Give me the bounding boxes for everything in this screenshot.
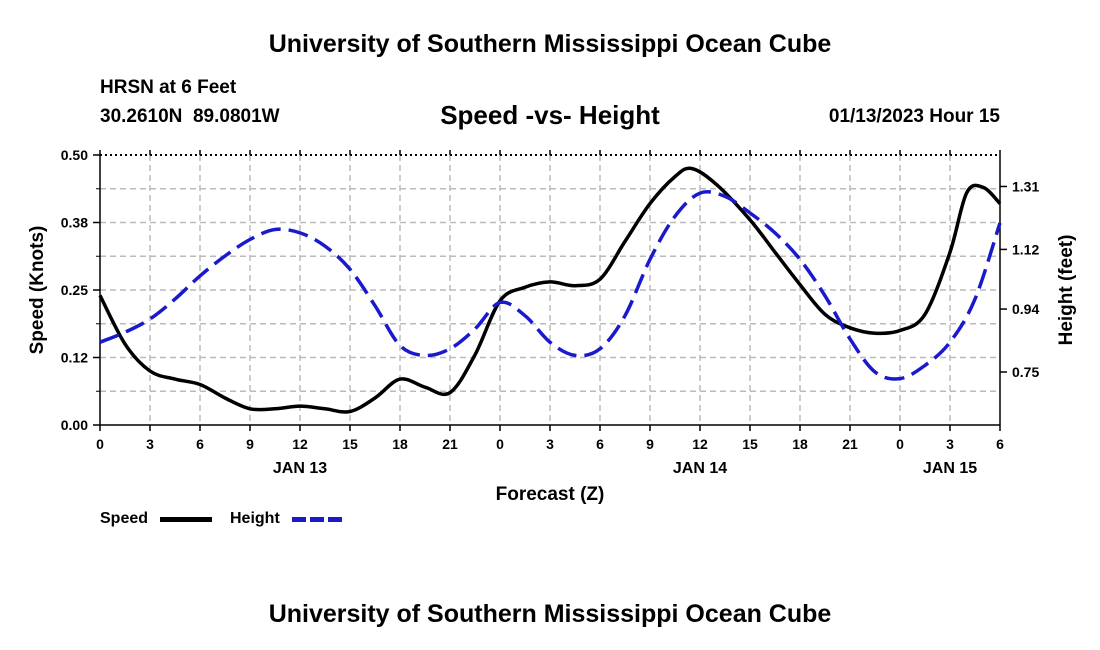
x-tick-label: 0 <box>96 436 104 452</box>
y-right-tick-label: 1.31 <box>1012 178 1039 194</box>
x-tick-label: 3 <box>146 436 154 452</box>
x-tick-label: 15 <box>342 436 358 452</box>
y-right-tick-label: 0.75 <box>1012 364 1039 380</box>
series-group <box>98 166 1002 414</box>
footer-title: University of Southern Mississippi Ocean… <box>268 600 832 628</box>
y-left-tick-label: 0.25 <box>61 282 88 298</box>
y-right-tick-label: 1.12 <box>1012 241 1039 257</box>
x-tick-label: 18 <box>392 436 408 452</box>
chart-title: Speed -vs- Height <box>440 100 660 130</box>
main-title: University of Southern Mississippi Ocean… <box>268 30 832 58</box>
x-tick-label: 21 <box>442 436 458 452</box>
x-tick-label: 6 <box>596 436 604 452</box>
x-tick-label: 0 <box>496 436 504 452</box>
y-left-tick-label: 0.38 <box>61 215 88 231</box>
series-height-line <box>99 190 1002 381</box>
y-left-tick-label: 0.00 <box>61 417 88 433</box>
legend-height-label: Height <box>230 510 280 527</box>
axis-ticks <box>93 150 1007 431</box>
y-right-tick-label: 0.94 <box>1012 301 1039 317</box>
legend-speed-line <box>160 517 212 522</box>
y-right-axis-title: Height (feet) <box>1056 235 1077 346</box>
station-label: HRSN at 6 Feet <box>100 77 237 98</box>
y-left-tick-label: 0.12 <box>61 350 88 366</box>
x-tick-label: 18 <box>792 436 808 452</box>
day-label: JAN 13 <box>273 460 327 477</box>
x-tick-label: 6 <box>996 436 1004 452</box>
day-label: JAN 14 <box>673 460 727 477</box>
y-left-axis-title: Speed (Knots) <box>27 226 48 355</box>
x-tick-label: 6 <box>196 436 204 452</box>
x-tick-label: 21 <box>842 436 858 452</box>
legend-speed-label: Speed <box>100 510 149 527</box>
day-label: JAN 15 <box>923 460 977 477</box>
x-tick-label: 9 <box>246 436 254 452</box>
x-tick-label: 15 <box>742 436 758 452</box>
series-speed-line <box>98 166 1002 414</box>
x-tick-label: 3 <box>546 436 554 452</box>
x-axis-title: Forecast (Z) <box>496 484 605 505</box>
station-coordinates: 30.2610N 89.0801W <box>100 106 280 127</box>
y-left-tick-label: 0.50 <box>61 147 88 163</box>
x-tick-label: 12 <box>292 436 308 452</box>
x-tick-label: 3 <box>946 436 954 452</box>
x-tick-label: 9 <box>646 436 654 452</box>
x-tick-label: 0 <box>896 436 904 452</box>
x-tick-label: 12 <box>692 436 708 452</box>
forecast-datetime: 01/13/2023 Hour 15 <box>828 106 1000 127</box>
axis-labels: 0 3 6 9 12 15 18 21 0 3 6 9 12 15 18 21 0 3 6 JAN 13 JAN 14 J… <box>27 147 1077 505</box>
grid <box>100 155 1000 425</box>
legend-height-line <box>292 517 342 522</box>
